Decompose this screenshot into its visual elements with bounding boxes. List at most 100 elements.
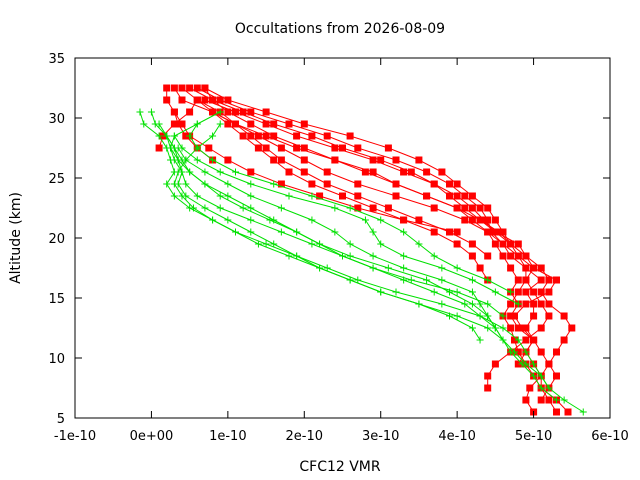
series-9 bbox=[170, 108, 461, 236]
data-point bbox=[170, 120, 178, 128]
data-point bbox=[522, 264, 530, 272]
data-point bbox=[400, 264, 408, 272]
data-point bbox=[499, 252, 507, 260]
data-point bbox=[468, 216, 476, 224]
data-point bbox=[453, 288, 461, 296]
data-point bbox=[415, 300, 423, 308]
data-point bbox=[254, 144, 262, 152]
data-point bbox=[579, 408, 587, 416]
series-line bbox=[189, 87, 573, 413]
data-point bbox=[392, 180, 400, 188]
data-point bbox=[293, 144, 301, 152]
data-point bbox=[522, 300, 530, 308]
data-point bbox=[178, 84, 186, 92]
series-8 bbox=[201, 84, 515, 248]
data-point bbox=[354, 276, 362, 284]
data-point bbox=[392, 288, 400, 296]
data-point bbox=[205, 144, 213, 152]
data-point bbox=[170, 108, 178, 116]
data-point bbox=[247, 168, 255, 176]
data-point bbox=[522, 396, 530, 404]
data-point bbox=[209, 108, 217, 116]
data-point bbox=[247, 132, 255, 140]
data-point bbox=[468, 204, 476, 212]
data-point bbox=[537, 384, 545, 392]
data-point bbox=[545, 276, 553, 284]
data-point bbox=[553, 348, 560, 356]
data-point bbox=[530, 336, 538, 344]
data-point bbox=[514, 324, 522, 332]
data-point bbox=[468, 324, 476, 332]
data-point bbox=[507, 288, 515, 296]
data-point bbox=[323, 132, 331, 140]
data-point bbox=[491, 240, 499, 248]
data-point bbox=[480, 216, 488, 224]
data-point bbox=[262, 120, 270, 128]
data-point bbox=[377, 288, 385, 296]
data-point bbox=[484, 324, 492, 332]
data-point bbox=[430, 204, 438, 212]
data-point bbox=[484, 252, 492, 260]
series-line bbox=[204, 87, 511, 245]
data-point bbox=[262, 108, 270, 116]
data-point bbox=[277, 228, 285, 236]
data-point bbox=[308, 216, 316, 224]
data-point bbox=[522, 360, 530, 368]
data-point bbox=[560, 396, 568, 404]
data-point bbox=[331, 228, 339, 236]
data-point bbox=[446, 312, 453, 320]
data-point bbox=[216, 108, 224, 116]
data-point bbox=[507, 252, 515, 260]
data-point bbox=[507, 240, 515, 248]
data-point bbox=[392, 156, 400, 164]
data-point bbox=[270, 156, 278, 164]
data-point bbox=[346, 276, 354, 284]
data-point bbox=[178, 192, 186, 200]
data-point bbox=[369, 252, 377, 260]
data-point bbox=[446, 192, 453, 200]
data-point bbox=[159, 132, 167, 140]
data-point bbox=[400, 168, 408, 176]
data-point bbox=[232, 120, 239, 128]
data-point bbox=[560, 312, 568, 320]
data-point bbox=[476, 204, 484, 212]
data-point bbox=[224, 156, 232, 164]
data-point bbox=[553, 408, 560, 416]
data-point bbox=[178, 96, 186, 104]
data-point bbox=[174, 120, 182, 128]
data-point bbox=[247, 204, 255, 212]
data-point bbox=[140, 120, 148, 128]
data-point bbox=[453, 240, 461, 248]
data-point bbox=[270, 120, 278, 128]
data-point bbox=[564, 408, 572, 416]
data-point bbox=[254, 240, 262, 248]
data-point bbox=[491, 288, 499, 296]
data-point bbox=[189, 204, 197, 212]
data-point bbox=[201, 96, 209, 104]
y-tick-label: 10 bbox=[48, 352, 65, 367]
data-point bbox=[537, 300, 545, 308]
data-point bbox=[384, 144, 392, 152]
data-point bbox=[476, 312, 484, 320]
data-point bbox=[285, 120, 293, 128]
data-point bbox=[400, 216, 408, 224]
x-tick-label: 4e-10 bbox=[438, 429, 476, 444]
data-point bbox=[316, 240, 324, 248]
data-point bbox=[147, 108, 155, 116]
data-point bbox=[354, 192, 362, 200]
data-point bbox=[369, 156, 377, 164]
data-point bbox=[514, 336, 522, 344]
series-18 bbox=[186, 120, 515, 296]
data-point bbox=[514, 348, 522, 356]
series-16 bbox=[163, 132, 507, 320]
data-point bbox=[155, 144, 163, 152]
data-point bbox=[468, 192, 476, 200]
data-point bbox=[499, 228, 507, 236]
data-point bbox=[186, 84, 194, 92]
data-point bbox=[232, 108, 239, 116]
data-point bbox=[507, 324, 515, 332]
data-point bbox=[193, 120, 201, 128]
y-tick-label: 15 bbox=[48, 292, 65, 307]
data-point bbox=[339, 252, 346, 260]
data-point bbox=[193, 96, 201, 104]
